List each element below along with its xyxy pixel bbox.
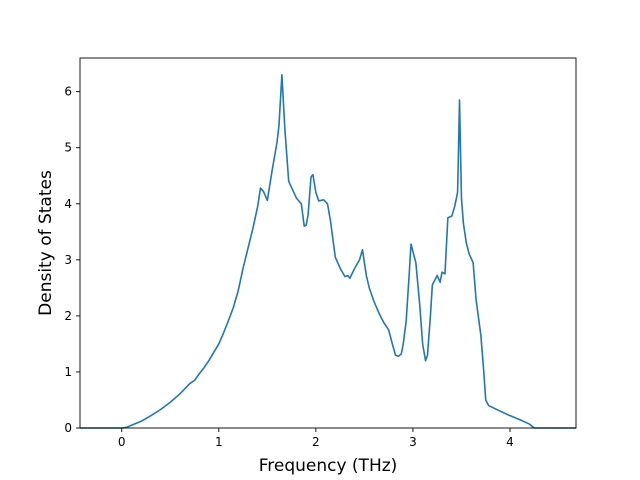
y-tick-label: 1 <box>64 365 72 379</box>
y-axis-label: Density of States <box>36 170 56 316</box>
y-axis-ticks: 0 1 2 3 4 5 6 <box>64 85 80 435</box>
y-tick-label: 6 <box>64 85 72 99</box>
axes-frame <box>79 57 577 429</box>
x-axis-label: Frequency (THz) <box>259 456 398 476</box>
y-tick-label: 4 <box>64 197 72 211</box>
x-tick-label: 4 <box>506 435 514 449</box>
dos-series-line <box>80 74 576 429</box>
y-tick-label: 5 <box>64 141 72 155</box>
x-tick-label: 0 <box>118 435 126 449</box>
y-tick-label: 0 <box>64 421 72 435</box>
x-axis-ticks: 0 1 2 3 4 <box>118 428 514 449</box>
x-tick-label: 1 <box>215 435 223 449</box>
y-tick-label: 3 <box>64 253 72 267</box>
x-tick-label: 3 <box>409 435 417 449</box>
y-tick-label: 2 <box>64 309 72 323</box>
x-tick-label: 2 <box>312 435 320 449</box>
